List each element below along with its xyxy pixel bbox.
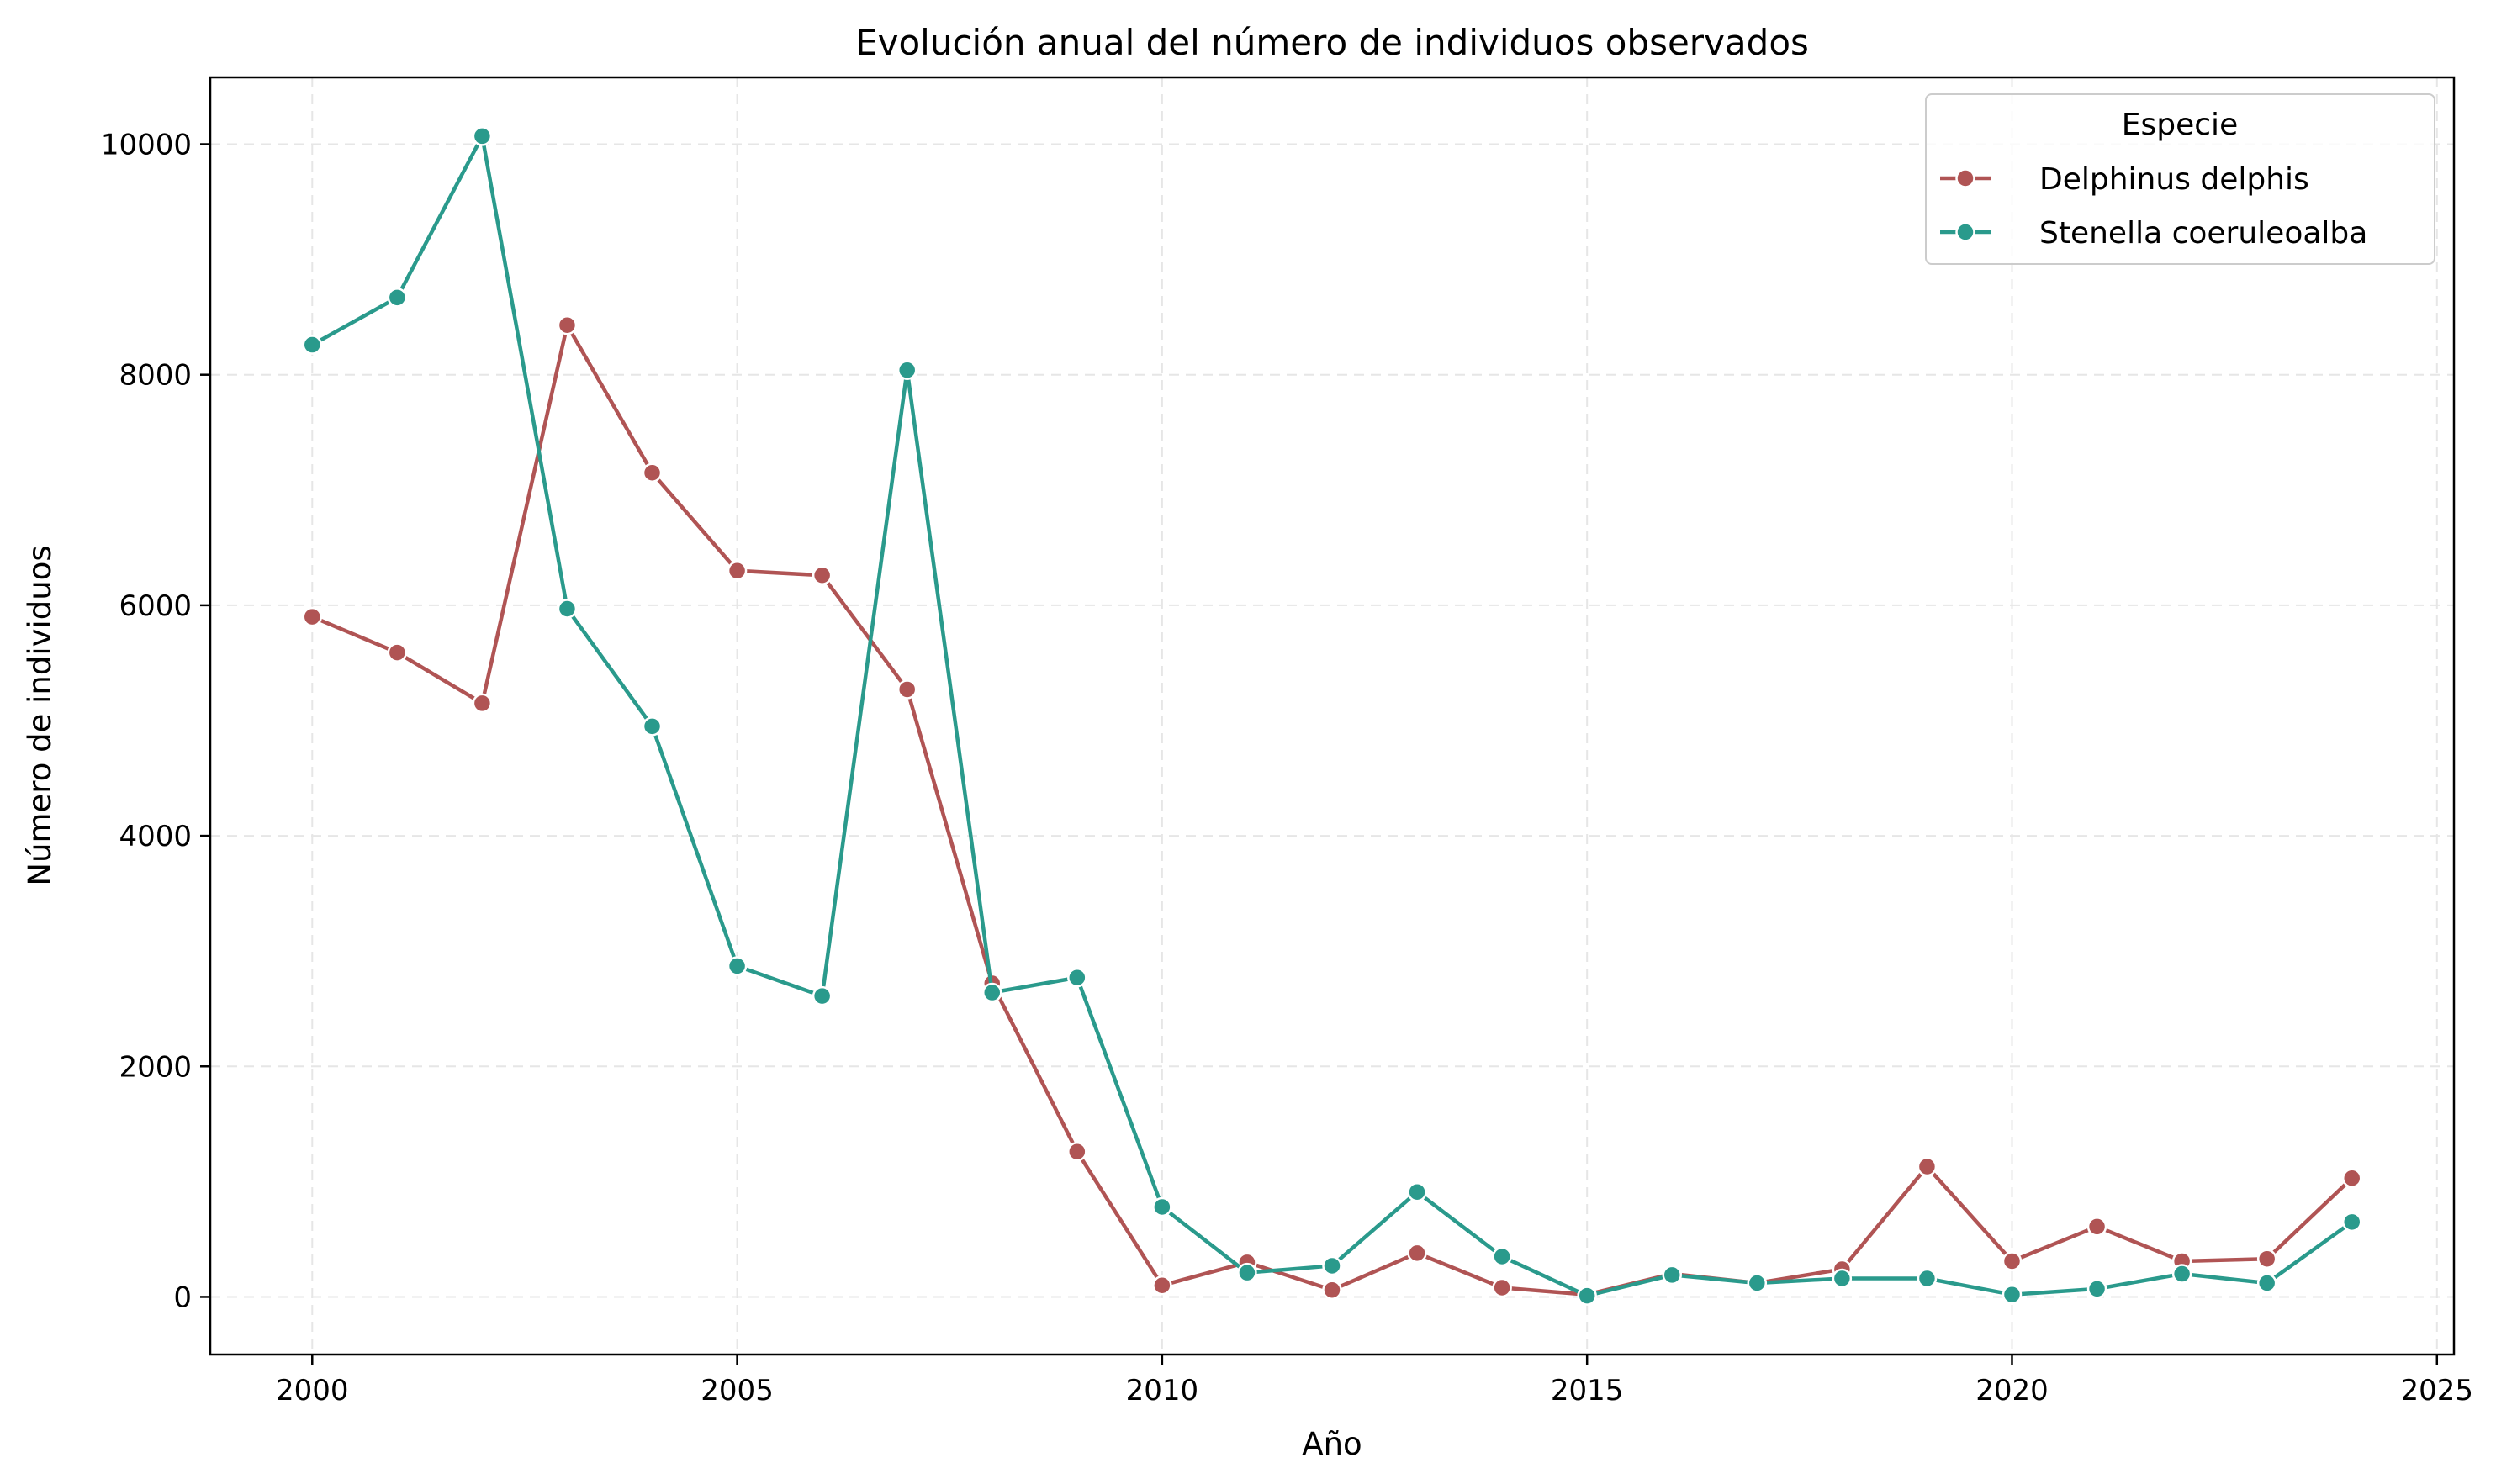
- data-point: [1492, 1246, 1512, 1267]
- data-point: [2086, 1279, 2107, 1299]
- legend-swatch-marker: [1955, 222, 1975, 242]
- data-point: [812, 985, 833, 1006]
- data-point: [2002, 1251, 2023, 1271]
- legend-label: Stenella coeruleoalba: [2039, 216, 2367, 251]
- grid: [210, 77, 2454, 1355]
- data-point: [2171, 1264, 2192, 1284]
- data-point: [1237, 1262, 1257, 1283]
- data-point: [1322, 1255, 1342, 1276]
- data-point: [557, 599, 578, 619]
- data-point: [302, 335, 323, 355]
- series-layer: [302, 126, 2362, 1306]
- data-point: [2002, 1284, 2023, 1305]
- data-point: [1152, 1275, 1172, 1296]
- data-point: [387, 288, 408, 308]
- data-point: [557, 315, 578, 335]
- x-tick-label: 2005: [701, 1374, 774, 1407]
- data-point: [2256, 1273, 2277, 1293]
- y-tick-label: 8000: [119, 359, 192, 393]
- y-tick-label: 0: [173, 1281, 192, 1314]
- data-point: [1917, 1156, 1938, 1177]
- data-point: [812, 565, 833, 585]
- legend-label: Delphinus delphis: [2039, 162, 2309, 197]
- data-point: [1067, 1141, 1087, 1162]
- data-point: [1407, 1181, 1427, 1202]
- series-1: [302, 315, 2362, 1305]
- data-point: [1662, 1265, 1682, 1286]
- data-point: [896, 360, 917, 380]
- data-point: [472, 126, 493, 146]
- series-line: [311, 323, 2354, 1297]
- data-point: [2086, 1217, 2107, 1237]
- series-2: [302, 126, 2362, 1306]
- legend: Especie Delphinus delphis Stenella coerul…: [1925, 93, 2435, 265]
- y-axis-label: Número de individuos: [22, 545, 58, 885]
- axis-ticks: 2000 2005 2010 2015 2020 2025 0 2000 4000 6000 800…: [101, 129, 2473, 1407]
- data-point: [727, 561, 748, 581]
- series-line: [311, 134, 2354, 1298]
- data-point: [1832, 1268, 1853, 1289]
- data-point: [2341, 1168, 2362, 1188]
- legend-entry: Stenella coeruleoalba: [1940, 216, 2367, 251]
- legend-title: Especie: [2122, 108, 2238, 142]
- data-point: [982, 982, 1002, 1003]
- data-point: [642, 716, 663, 737]
- chart-title: Evolución anual del número de individuos…: [855, 22, 1809, 63]
- data-point: [1067, 967, 1087, 988]
- y-tick-label: 2000: [119, 1050, 192, 1084]
- data-point: [1152, 1196, 1172, 1217]
- x-axis-label: Año: [1302, 1426, 1362, 1462]
- y-tick-label: 10000: [101, 129, 192, 162]
- data-point: [1407, 1243, 1427, 1264]
- data-point: [2256, 1249, 2277, 1269]
- data-point: [727, 956, 748, 976]
- data-point: [642, 462, 663, 483]
- data-point: [472, 693, 493, 714]
- legend-swatch-marker: [1955, 168, 1975, 188]
- legend-entry: Delphinus delphis: [1940, 162, 2309, 197]
- x-tick-label: 2000: [276, 1374, 349, 1407]
- legend-box: [1925, 93, 2435, 265]
- data-point: [1577, 1286, 1597, 1306]
- y-tick-label: 6000: [119, 589, 192, 623]
- data-point: [1492, 1277, 1512, 1298]
- x-tick-label: 2025: [2401, 1374, 2474, 1407]
- data-point: [2341, 1212, 2362, 1233]
- plot-area-frame: [209, 76, 2456, 1356]
- x-tick-label: 2010: [1126, 1374, 1199, 1407]
- data-point: [387, 642, 408, 663]
- data-point: [896, 679, 917, 700]
- data-point: [302, 606, 323, 627]
- data-point: [1747, 1273, 1768, 1293]
- y-tick-label: 4000: [119, 820, 192, 853]
- x-tick-label: 2020: [1975, 1374, 2049, 1407]
- x-tick-label: 2015: [1551, 1374, 1624, 1407]
- data-point: [1917, 1268, 1938, 1289]
- data-point: [1322, 1280, 1342, 1300]
